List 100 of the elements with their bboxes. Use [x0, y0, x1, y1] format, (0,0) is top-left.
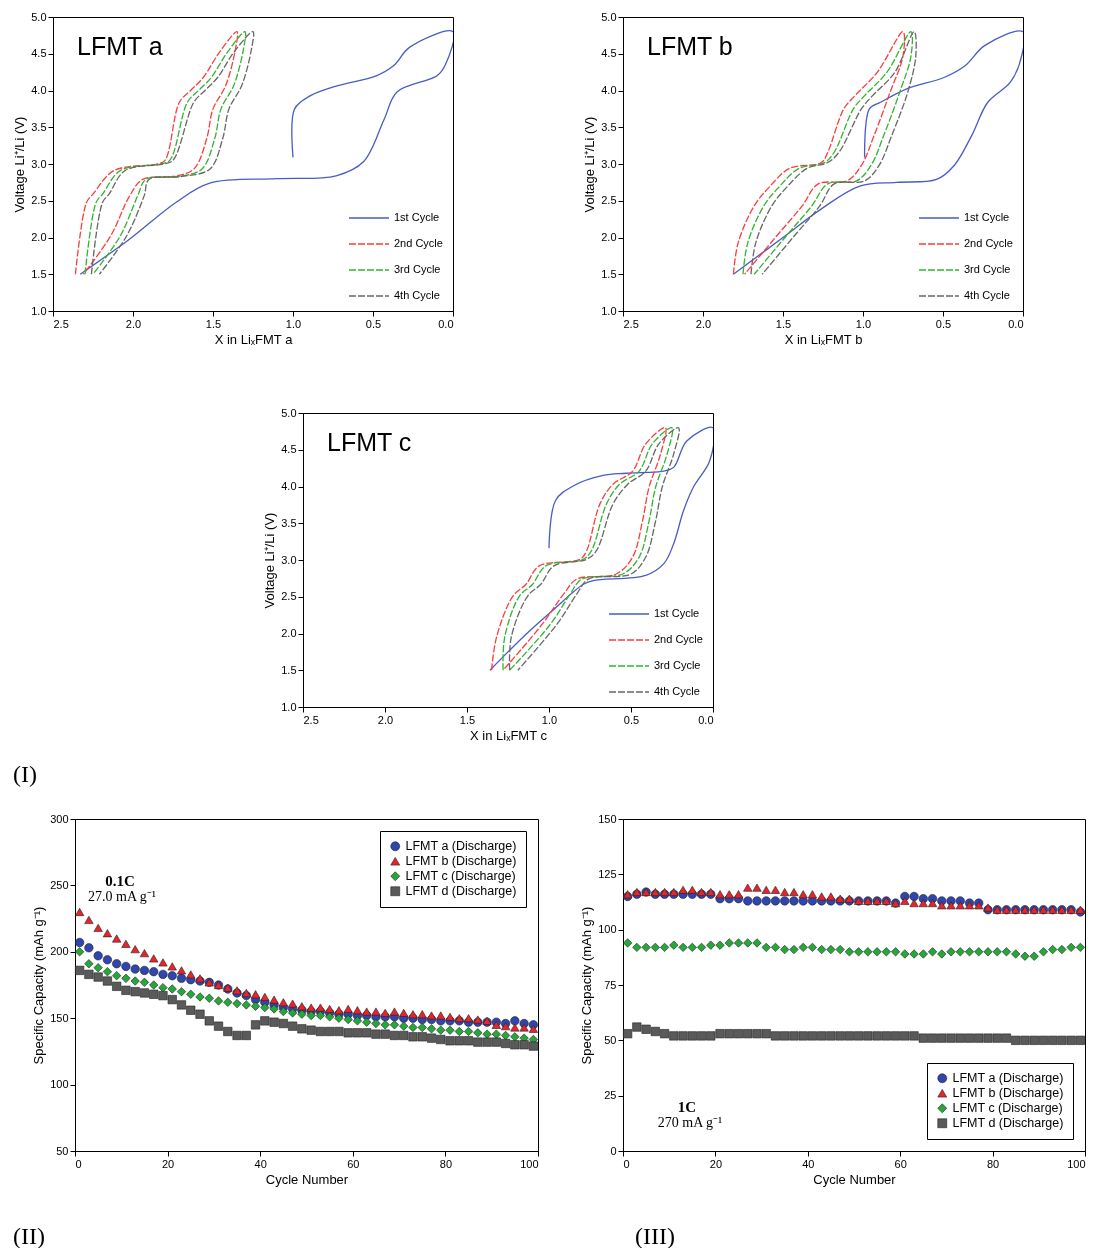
x-tick-label: 2.5	[623, 317, 639, 330]
y-tick-label: 5.0	[31, 10, 47, 23]
y-tick-label: 3.0	[601, 157, 617, 170]
y-tick-label: 1.0	[281, 700, 297, 713]
legend-label: LFMT a (Discharge)	[405, 839, 517, 854]
x-tick-label: 20	[161, 1157, 175, 1170]
y-tick-label: 5.0	[601, 10, 617, 23]
x-tick-label: 0.5	[365, 317, 382, 330]
x-tick-label: 2.0	[377, 713, 394, 726]
y-tick-label: 2.0	[281, 627, 297, 639]
legend-label: 4th Cycle	[654, 685, 700, 697]
y-axis-title: Voltage Li⁺/Li (V)	[582, 116, 598, 213]
y-tick-label: 5.0	[281, 406, 297, 419]
x-tick-label: 1.5	[775, 317, 792, 330]
x-axis-title: Cycle Number	[265, 1171, 349, 1187]
y-tick-label: 1.0	[601, 304, 617, 317]
legend-label: LFMT b (Discharge)	[405, 854, 517, 869]
x-axis-title: X in LiₓFMT a	[214, 331, 294, 347]
legend-label: 3rd Cycle	[964, 263, 1011, 275]
y-tick-label: 1.0	[31, 304, 47, 317]
x-tick-label: 1.5	[459, 713, 476, 726]
y-tick-label: 150	[50, 1011, 69, 1024]
y-tick-label: 4.5	[601, 47, 617, 60]
text: LFMT c	[327, 428, 412, 456]
x-axis-title: Cycle Number	[813, 1171, 897, 1187]
y-tick-label: 4.5	[281, 443, 297, 456]
y-tick-label: 100	[598, 923, 617, 936]
x-tick-label: 80	[986, 1157, 1000, 1170]
y-tick-label: 300	[50, 812, 69, 825]
y-tick-label: 2.5	[31, 194, 47, 207]
legend-label: 3rd Cycle	[654, 659, 701, 671]
y-tick-label: 3.5	[281, 516, 297, 529]
y-tick-label: 3.5	[31, 120, 47, 133]
y-tick-label: 200	[50, 945, 69, 958]
y-tick-label: 2.0	[601, 231, 617, 243]
y-tick-label: 1.5	[281, 663, 297, 676]
y-tick-label: 3.0	[31, 157, 47, 170]
legend-label: 3rd Cycle	[394, 263, 441, 275]
x-tick-label: 1.0	[855, 317, 872, 330]
x-tick-label: 0.0	[698, 713, 714, 726]
annotation: 27.0 mA g⁻¹	[88, 889, 156, 904]
x-tick-label: 1.5	[205, 317, 222, 330]
text: LFMT b	[647, 32, 733, 60]
y-tick-label: 2.5	[281, 590, 297, 603]
x-tick-label: 40	[802, 1157, 815, 1170]
legend-label: LFMT c (Discharge)	[405, 869, 516, 884]
x-tick-label: 0.5	[935, 317, 952, 330]
text: LFMT a	[77, 32, 163, 60]
x-axis-title: X in LiₓFMT c	[470, 727, 548, 743]
legend-label: 1st Cycle	[394, 211, 440, 223]
y-tick-label: 100	[50, 1078, 69, 1091]
x-tick-label: 1.0	[541, 713, 558, 726]
x-tick-label: 60	[347, 1157, 360, 1170]
x-axis-title: X in LiₓFMT b	[784, 331, 863, 347]
x-tick-label: 100	[520, 1157, 539, 1170]
x-tick-label: 2.0	[125, 317, 142, 330]
y-axis-title: Specific Capacity (mAh g⁻¹)	[31, 906, 47, 1065]
y-tick-label: 4.5	[31, 47, 47, 60]
text: (I)	[13, 761, 37, 787]
x-tick-label: 0.0	[1008, 317, 1024, 330]
legend-label: 1st Cycle	[654, 607, 700, 619]
y-tick-label: 250	[50, 878, 69, 891]
legend-label: LFMT c (Discharge)	[952, 1101, 1063, 1116]
legend-label: 4th Cycle	[964, 289, 1010, 301]
x-tick-label: 2.0	[695, 317, 712, 330]
y-tick-label: 4.0	[281, 480, 297, 492]
x-tick-label: 0.0	[438, 317, 454, 330]
x-tick-label: 100	[1067, 1157, 1086, 1170]
legend-label: 2nd Cycle	[394, 237, 443, 249]
y-tick-label: 1.5	[31, 267, 47, 280]
y-tick-label: 4.0	[601, 84, 617, 96]
x-tick-label: 0	[75, 1157, 82, 1170]
y-tick-label: 3.5	[601, 120, 617, 133]
y-tick-label: 25	[604, 1089, 617, 1102]
legend-label: LFMT b (Discharge)	[952, 1086, 1064, 1101]
y-axis-title: Voltage Li⁺/Li (V)	[262, 512, 278, 609]
y-axis-title: Specific Capacity (mAh g⁻¹)	[579, 906, 595, 1065]
y-axis-title: Voltage Li⁺/Li (V)	[12, 116, 28, 213]
y-tick-label: 125	[598, 867, 617, 880]
x-tick-label: 0	[623, 1157, 630, 1170]
y-tick-label: 50	[604, 1033, 617, 1046]
y-tick-label: 3.0	[281, 553, 297, 566]
y-tick-label: 150	[598, 812, 617, 825]
x-tick-label: 60	[894, 1157, 907, 1170]
y-tick-label: 0	[610, 1144, 617, 1157]
annotation: 270 mA g⁻¹	[657, 1115, 723, 1130]
y-tick-label: 2.0	[31, 231, 47, 243]
y-tick-label: 4.0	[31, 84, 47, 96]
x-tick-label: 2.5	[303, 713, 319, 726]
annotation: 1C	[677, 1099, 697, 1115]
y-tick-label: 1.5	[601, 267, 617, 280]
x-tick-label: 40	[254, 1157, 267, 1170]
y-tick-label: 50	[56, 1144, 69, 1157]
legend-label: 1st Cycle	[964, 211, 1010, 223]
y-tick-label: 2.5	[601, 194, 617, 207]
legend-label: LFMT d (Discharge)	[952, 1116, 1064, 1131]
legend-label: 4th Cycle	[394, 289, 440, 301]
annotation: 0.1C	[105, 873, 135, 889]
legend-label: 2nd Cycle	[654, 633, 703, 645]
legend-label: 2nd Cycle	[964, 237, 1013, 249]
